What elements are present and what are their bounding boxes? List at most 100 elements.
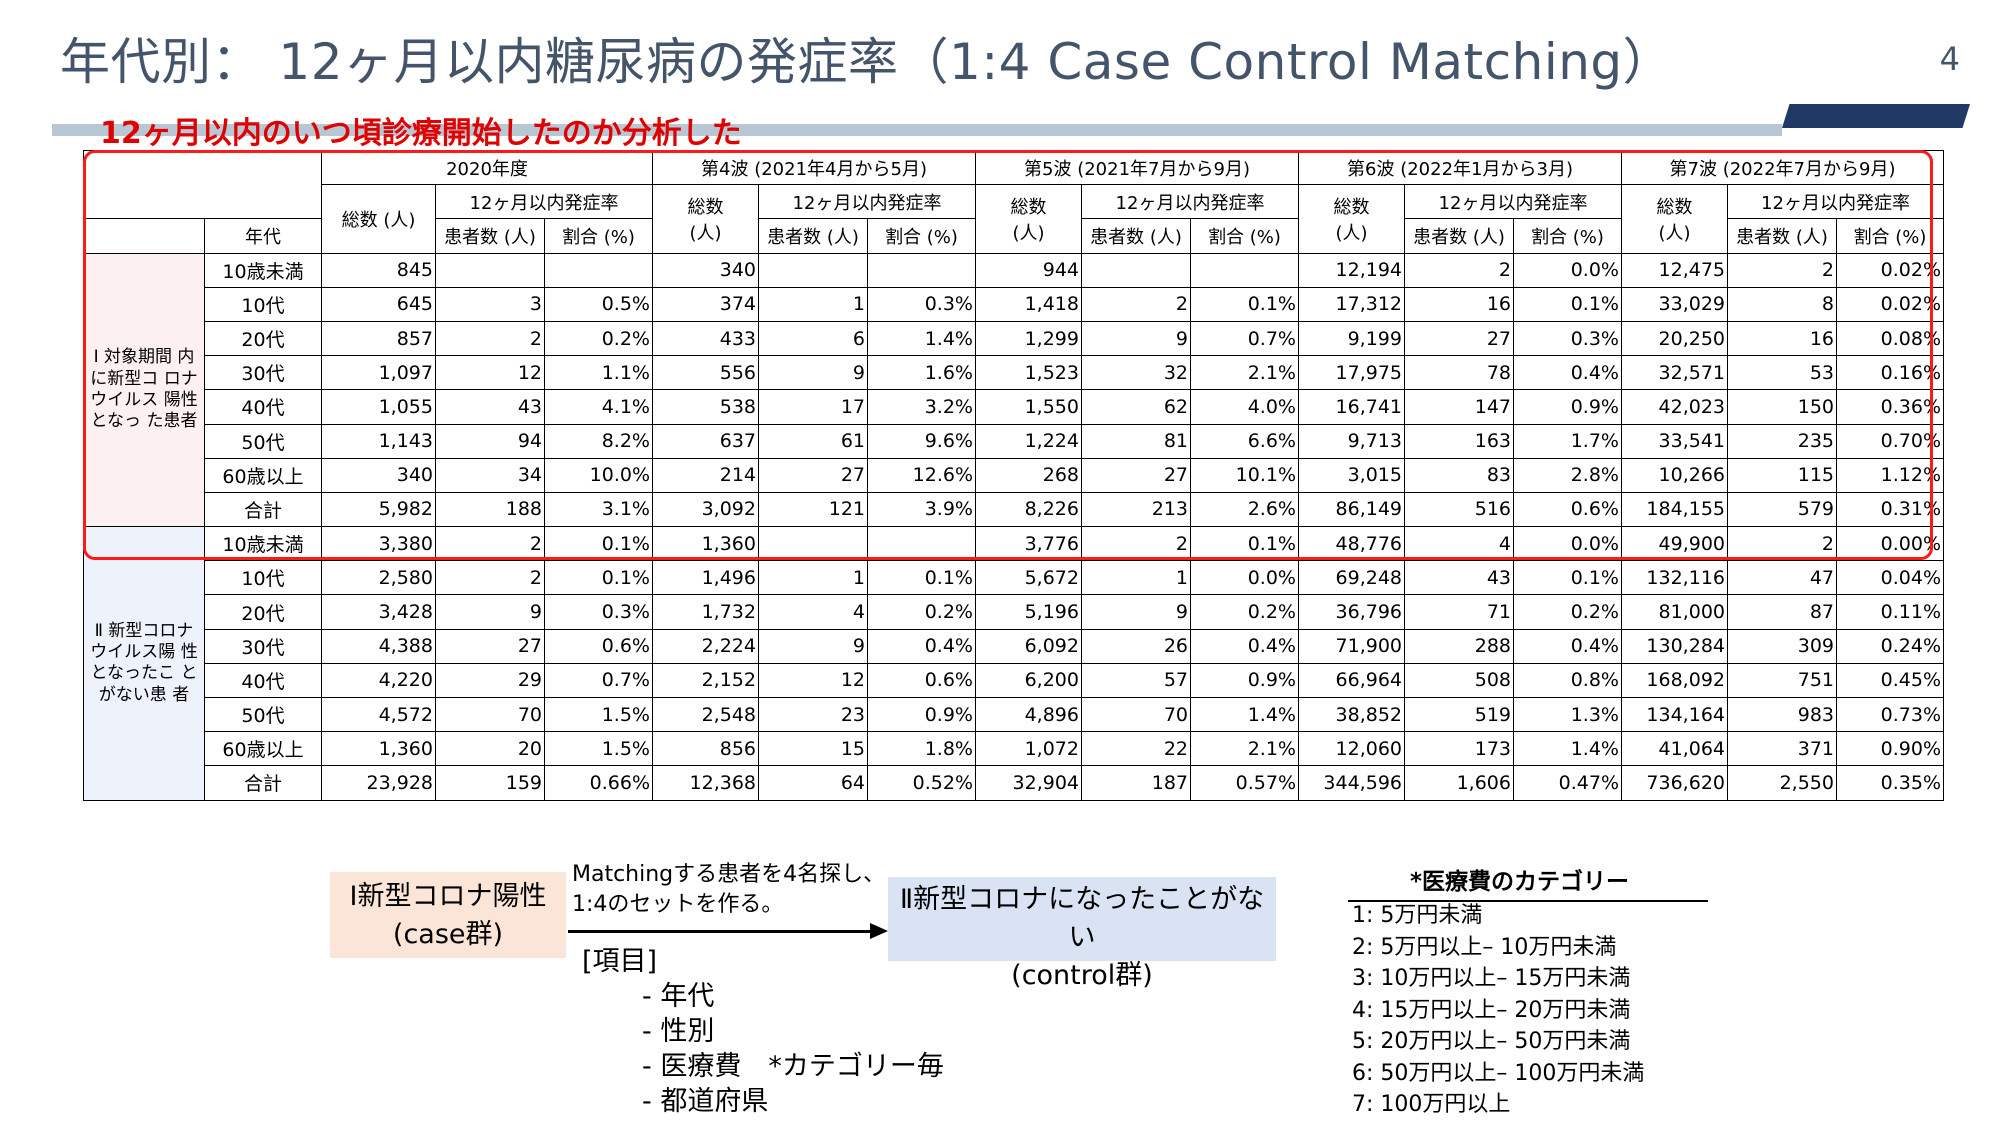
value-cell: 579: [1727, 491, 1837, 528]
period-header: 第5波 (2021年7月から9月): [975, 149, 1299, 186]
group-header-blank: [83, 218, 205, 254]
value-cell: 163: [1404, 423, 1514, 459]
value-cell: 2: [1727, 526, 1837, 562]
value-cell: 0.4%: [1513, 628, 1622, 664]
value-cell: 2: [1727, 252, 1837, 288]
incidence-header: 12ヶ月以内発症率: [1404, 184, 1622, 220]
title-underline-bar: [52, 124, 1782, 136]
value-cell: 0.02%: [1836, 286, 1944, 322]
value-cell: 150: [1727, 389, 1837, 425]
value-cell: 0.1%: [1513, 560, 1622, 596]
table-row: 合計 5,982 188 3.1% 3,092 121 3.9% 8,226 213 2.6% 86…: [84, 491, 1944, 528]
value-cell: 3,015: [1298, 457, 1405, 493]
table-row: 40代 1,055 43 4.1% 538 17 3.2% 1,550 62 4.0% 16,741…: [84, 389, 1944, 425]
value-cell: 1,097: [321, 355, 436, 391]
value-cell: 0.2%: [867, 594, 976, 630]
value-cell: 32,904: [975, 765, 1082, 801]
value-cell: 188: [435, 491, 545, 528]
ratio-header: 割合 (%): [544, 218, 653, 254]
matching-items: [項目] - 年代 - 性別 - 医療費 *カテゴリー毎 - 都道府県: [582, 944, 944, 1119]
value-cell: 0.3%: [867, 286, 976, 322]
value-cell: 184,155: [1621, 491, 1728, 528]
value-cell: 71: [1404, 594, 1514, 630]
value-cell: 0.1%: [1190, 286, 1299, 322]
value-cell: 9: [435, 594, 545, 630]
value-cell: 1,732: [652, 594, 759, 630]
table-row: 20代 3,428 9 0.3% 1,732 4 0.2% 5,196 9 0.2% 36,796 7…: [84, 594, 1944, 630]
value-cell: 62: [1081, 389, 1191, 425]
value-cell: 214: [652, 457, 759, 493]
value-cell: 0.7%: [544, 662, 653, 699]
value-cell: 1,072: [975, 731, 1082, 767]
value-cell: 0.31%: [1836, 491, 1944, 528]
value-cell: 1,360: [652, 526, 759, 562]
value-cell: 4: [1404, 526, 1514, 562]
value-cell: 0.9%: [867, 696, 976, 733]
value-cell: 1: [758, 286, 868, 322]
control-group-label: Ⅱ新型コロナになったことがない (control群): [899, 884, 1265, 991]
case-group-label: Ⅰ新型コロナ陽性 (case群): [349, 881, 547, 950]
age-cell: 30代: [204, 355, 322, 391]
period-header: 2020年度: [321, 149, 653, 186]
value-cell: 1.5%: [544, 696, 653, 733]
value-cell: 9: [1081, 320, 1191, 357]
period-header: 第4波 (2021年4月から5月): [652, 149, 976, 186]
incidence-header: 12ヶ月以内発症率: [1727, 184, 1944, 220]
value-cell: 12,060: [1298, 731, 1405, 767]
value-cell: 0.02%: [1836, 252, 1944, 288]
value-cell: 1,143: [321, 423, 436, 459]
value-cell: 751: [1727, 662, 1837, 699]
value-cell: 5,196: [975, 594, 1082, 630]
ratio-header: 割合 (%): [867, 218, 976, 254]
total-header: 総数 (人): [321, 184, 436, 254]
value-cell: 9: [758, 628, 868, 664]
matching-note: Matchingする患者を4名探し、 1:4のセットを作る。: [572, 862, 886, 917]
value-cell: [1190, 252, 1299, 288]
age-cell: 合計: [204, 491, 322, 528]
value-cell: 556: [652, 355, 759, 391]
value-cell: 43: [1404, 560, 1514, 596]
page-number: 4: [1939, 40, 1960, 78]
cost-category-list: 1: 5万円未満 2: 5万円以上– 10万円未満 3: 10万円以上– 15万…: [1352, 900, 1644, 1121]
value-cell: 10,266: [1621, 457, 1728, 493]
value-cell: 845: [321, 252, 436, 288]
value-cell: 213: [1081, 491, 1191, 528]
value-cell: 2: [435, 560, 545, 596]
value-cell: 1.6%: [867, 355, 976, 391]
value-cell: 69,248: [1298, 560, 1405, 596]
value-cell: 15: [758, 731, 868, 767]
age-cell: 60歳以上: [204, 731, 322, 767]
incidence-header: 12ヶ月以内発症率: [1081, 184, 1299, 220]
value-cell: 3,380: [321, 526, 436, 562]
value-cell: 2,224: [652, 628, 759, 664]
item-medical-cost: - 医療費 *カテゴリー毎: [642, 1051, 944, 1082]
value-cell: 983: [1727, 696, 1837, 733]
value-cell: 42,023: [1621, 389, 1728, 425]
age-cell: 40代: [204, 389, 322, 425]
value-cell: 3,428: [321, 594, 436, 630]
value-cell: 371: [1727, 731, 1837, 767]
value-cell: 0.36%: [1836, 389, 1944, 425]
value-cell: 4.0%: [1190, 389, 1299, 425]
value-cell: 3.2%: [867, 389, 976, 425]
age-header: 年代: [204, 218, 322, 254]
group-label: Ⅰ 対象期間 内に新型コ ロナウイルス 陽性となっ た患者: [83, 252, 205, 528]
value-cell: 71,900: [1298, 628, 1405, 664]
value-cell: 0.57%: [1190, 765, 1299, 801]
age-cell: 10代: [204, 286, 322, 322]
table-row: Ⅰ 対象期間 内に新型コ ロナウイルス 陽性となっ た患者 10歳未満 845 340…: [83, 252, 1944, 528]
value-cell: 1.5%: [544, 731, 653, 767]
value-cell: 47: [1727, 560, 1837, 596]
value-cell: 4: [758, 594, 868, 630]
value-cell: 53: [1727, 355, 1837, 391]
value-cell: 2: [435, 320, 545, 357]
value-cell: 78: [1404, 355, 1514, 391]
cost-category-title: *医療費のカテゴリー: [1410, 869, 1630, 895]
value-cell: 2.1%: [1190, 355, 1299, 391]
value-cell: 22: [1081, 731, 1191, 767]
period-header: 第6波 (2022年1月から3月): [1298, 149, 1622, 186]
incidence-header: 12ヶ月以内発症率: [435, 184, 653, 220]
value-cell: 159: [435, 765, 545, 801]
value-cell: 4,220: [321, 662, 436, 699]
value-cell: 0.0%: [1513, 252, 1622, 288]
